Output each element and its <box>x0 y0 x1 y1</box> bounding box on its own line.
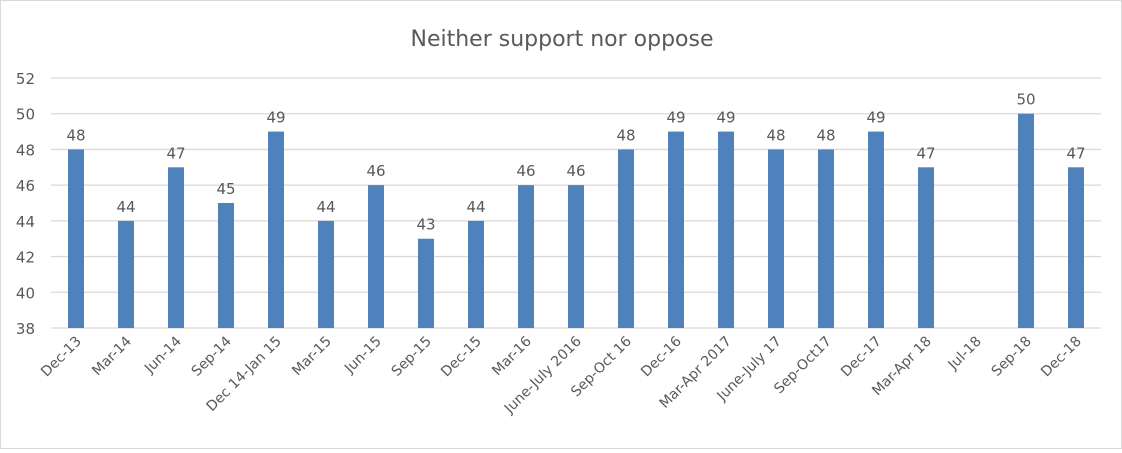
bar <box>718 131 734 328</box>
bar <box>868 131 884 328</box>
data-label: 45 <box>216 180 235 198</box>
y-tick-label: 42 <box>16 249 35 267</box>
bar <box>168 167 184 328</box>
y-tick-label: 38 <box>16 320 35 338</box>
data-label: 47 <box>166 144 185 162</box>
data-label: 47 <box>916 144 935 162</box>
data-label: 47 <box>1066 144 1085 162</box>
bar <box>1068 167 1084 328</box>
data-label: 49 <box>866 109 885 127</box>
y-tick-label: 46 <box>16 177 35 195</box>
x-tick-label: Dec-16 <box>638 333 685 380</box>
bar <box>418 238 434 328</box>
x-tick-label: Mar-14 <box>89 333 135 379</box>
data-label: 44 <box>116 198 135 216</box>
x-tick-label: Mar-16 <box>489 333 535 379</box>
data-label: 43 <box>416 216 435 234</box>
x-tick-label: Sep-14 <box>189 333 235 379</box>
data-label: 49 <box>666 109 685 127</box>
data-label: 48 <box>616 126 635 144</box>
bar <box>818 149 834 328</box>
bar <box>918 167 934 328</box>
y-tick-label: 40 <box>16 284 35 302</box>
data-label: 49 <box>266 109 285 127</box>
chart-title: Neither support nor oppose <box>411 27 714 52</box>
bar <box>318 220 334 328</box>
x-tick-label: Dec-18 <box>1038 334 1085 381</box>
y-tick-label: 50 <box>16 106 35 124</box>
y-tick-label: 48 <box>16 141 35 159</box>
bar <box>68 149 84 328</box>
bar <box>618 149 634 328</box>
bar <box>368 185 384 328</box>
data-label: 48 <box>66 126 85 144</box>
y-tick-label: 52 <box>16 70 35 88</box>
x-tick-label: Dec-17 <box>838 334 885 381</box>
bar <box>118 220 134 328</box>
bar <box>668 131 684 328</box>
data-label: 46 <box>566 162 585 180</box>
x-tick-label: Jun-14 <box>141 333 185 377</box>
y-axis-labels: 38 40 42 44 46 48 50 52 <box>16 70 35 338</box>
bar <box>518 185 534 328</box>
x-tick-label: Sep-15 <box>389 334 435 380</box>
x-tick-label: Dec-13 <box>38 334 85 381</box>
x-tick-label: Sep-18 <box>989 334 1035 380</box>
x-tick-label: Mar-15 <box>289 334 335 380</box>
bar <box>468 220 484 328</box>
bar <box>768 149 784 328</box>
data-label: 49 <box>716 109 735 127</box>
data-labels: 48 44 47 45 49 44 46 43 44 46 46 48 49 49 48 48 49 47 50 47 <box>66 91 1085 234</box>
data-label: 48 <box>816 126 835 144</box>
data-label: 48 <box>766 126 785 144</box>
data-label: 46 <box>366 162 385 180</box>
bar <box>218 203 234 328</box>
bar <box>268 131 284 328</box>
data-label: 46 <box>516 162 535 180</box>
data-label: 44 <box>466 198 485 216</box>
bar <box>1018 113 1034 328</box>
bars <box>68 113 1084 328</box>
x-tick-label: Dec-15 <box>438 334 485 381</box>
data-label: 50 <box>1016 91 1035 109</box>
x-tick-label: Jul-18 <box>945 334 985 374</box>
bar <box>568 185 584 328</box>
x-tick-label: Jun-15 <box>341 334 385 378</box>
data-label: 44 <box>316 198 335 216</box>
y-tick-label: 44 <box>16 213 35 231</box>
